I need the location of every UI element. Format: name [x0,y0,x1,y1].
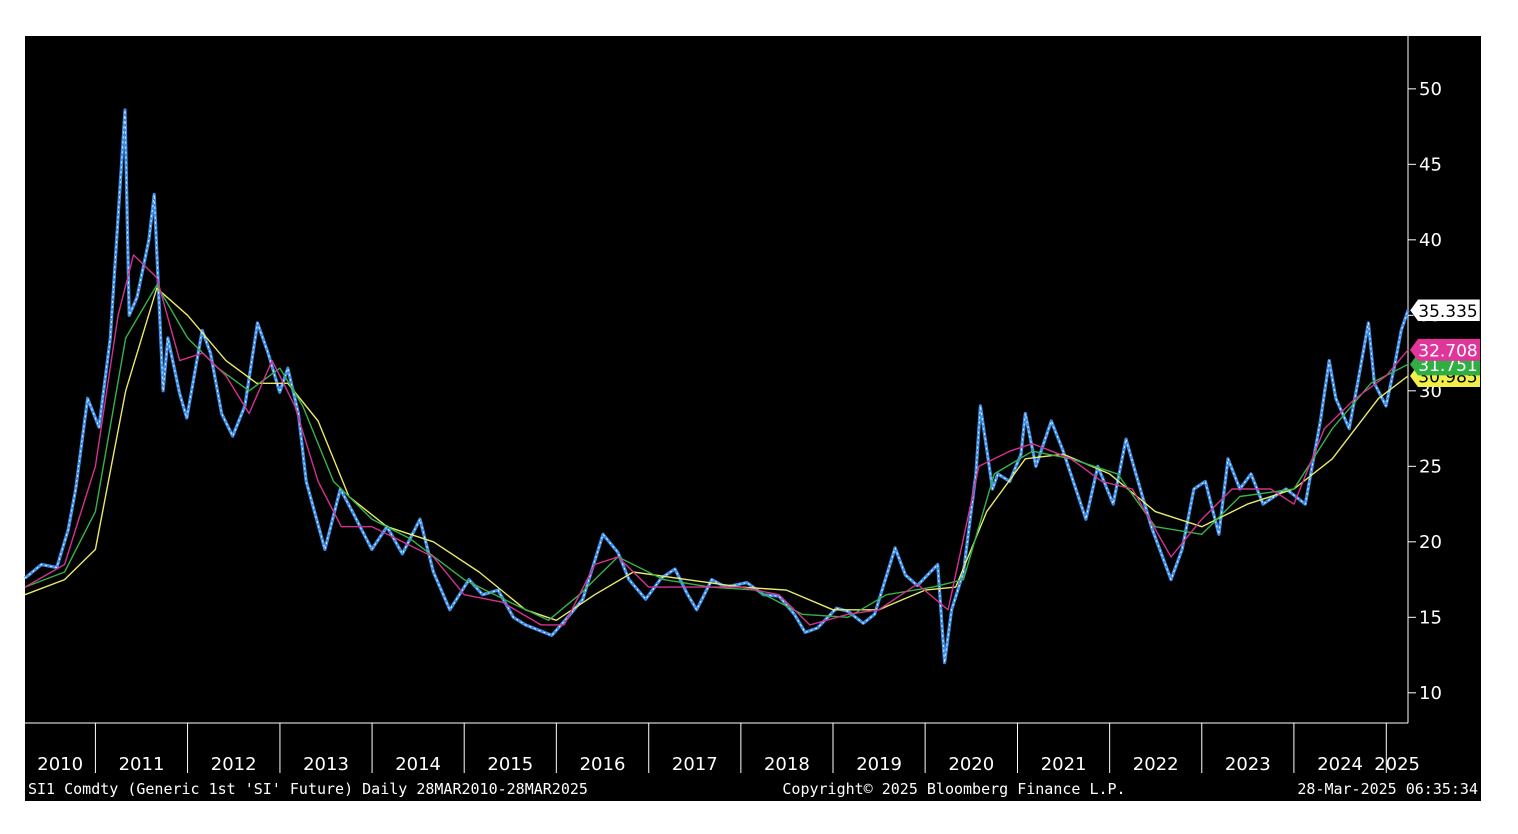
x-tick-label: 2016 [580,754,626,775]
x-tick-label: 2021 [1041,754,1087,775]
value-tag-text: 35.335 [1418,302,1477,322]
value-tag-shape [1409,299,1481,322]
chart-background [25,36,1481,801]
x-tick-label: 2022 [1133,754,1179,775]
x-tick-label: 2018 [764,754,810,775]
y-tick-label: 50 [1419,79,1442,100]
y-tick-label: 15 [1419,607,1442,628]
x-tick-label: 2017 [672,754,718,775]
x-tick-label: 2025 [1374,754,1420,775]
y-tick-label: 25 [1419,456,1442,477]
value-tag-shape [1410,338,1480,361]
y-tick-label: 10 [1419,683,1442,704]
x-tick-label: 2019 [856,754,902,775]
x-tick-label: 2012 [211,754,257,775]
value-tag-last: 35.335 [1409,299,1481,322]
x-tick-label: 2011 [119,754,165,775]
x-tick-label: 2024 [1317,754,1363,775]
footer-copyright-text: Copyright© 2025 Bloomberg Finance L.P. [782,780,1125,798]
y-tick-label: 45 [1419,154,1442,175]
y-tick-label: 20 [1419,532,1442,553]
x-tick-label: 2014 [395,754,441,775]
x-tick-label: 2013 [303,754,349,775]
ma-short-series-line [24,254,1409,626]
x-tick-label: 2023 [1225,754,1271,775]
x-axis-ticks: 2010 2011 2012 2013 2014 2015 2016 2017 2018 2019… [37,723,1420,775]
x-tick-label: 2010 [37,754,83,775]
value-tag-text: 32.708 [1418,341,1477,361]
ma-long-series-line [24,287,1409,621]
y-tick-label: 40 [1419,230,1442,251]
price-series-highlight [24,109,1409,664]
footer-timestamp-text: 28-Mar-2025 06:35:34 [1297,780,1478,798]
plot-area [23,108,1410,665]
value-tag-ma-short: 32.708 [1410,338,1480,361]
footer-left-text: SI1 Comdty (Generic 1st 'SI' Future) Dai… [28,780,588,798]
x-tick-label: 2020 [948,754,994,775]
x-tick-label: 2015 [487,754,533,775]
